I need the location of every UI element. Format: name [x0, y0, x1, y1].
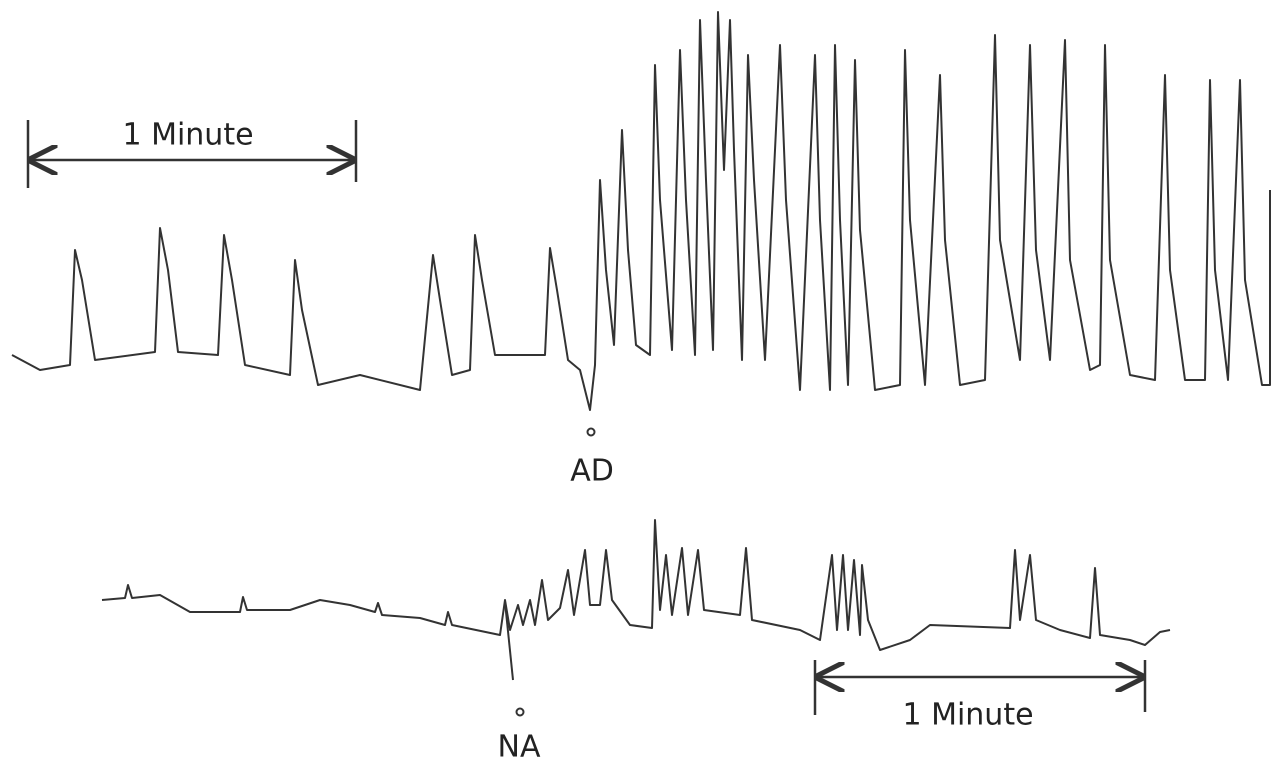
marker-label: AD — [570, 454, 614, 489]
top-trace — [12, 12, 1270, 410]
scale-label: 1 Minute — [122, 118, 253, 153]
marker-line — [505, 602, 513, 680]
marker-dot — [588, 429, 595, 436]
bottom-scale-bar: 1 Minute — [815, 660, 1145, 733]
marker-label: NA — [498, 730, 541, 765]
ad-marker: AD — [570, 429, 614, 489]
na-marker: NA — [498, 709, 541, 765]
scale-label: 1 Minute — [902, 698, 1033, 733]
marker-dot — [517, 709, 524, 716]
bottom-trace — [102, 520, 1170, 650]
top-scale-bar: 1 Minute — [28, 118, 356, 189]
diagram: 1 Minute AD NA 1 Minute — [0, 0, 1277, 766]
